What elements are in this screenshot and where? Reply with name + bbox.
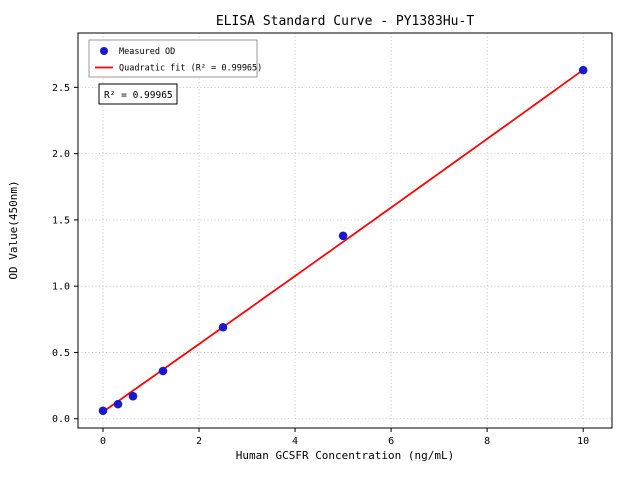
y-tick-label: 2.0 <box>52 149 70 160</box>
axes: 0 2 4 6 8 10 0.0 0.5 1.0 1.5 2.0 2.5 <box>52 32 613 447</box>
x-tick-label: 8 <box>484 436 490 447</box>
y-tick-label: 1.5 <box>52 215 70 226</box>
plot-border <box>77 32 613 429</box>
legend: Measured OD Quadratic fit (R² = 0.99965) <box>88 39 262 78</box>
data-point <box>578 65 588 75</box>
y-tick-label: 2.5 <box>52 83 70 94</box>
data-point <box>158 366 168 376</box>
data-point <box>98 406 108 416</box>
y-axis-label: OD Value(450nm) <box>7 180 20 279</box>
legend-marker-measured-od-icon <box>100 47 108 55</box>
x-axis-label: Human GCSFR Concentration (ng/mL) <box>236 449 455 462</box>
x-tick-label: 2 <box>196 436 202 447</box>
chart-title: ELISA Standard Curve - PY1383Hu-T <box>216 14 474 29</box>
data-point <box>128 391 138 401</box>
y-tick-label: 1.0 <box>52 282 70 293</box>
data-point <box>113 399 123 409</box>
y-tick-label: 0.5 <box>52 348 70 359</box>
data-point <box>338 231 348 241</box>
r-squared-annotation: R² = 0.99965 <box>98 83 178 105</box>
quadratic-fit-line <box>102 69 584 413</box>
data-point <box>218 322 228 332</box>
r-squared-text: R² = 0.99965 <box>104 90 173 101</box>
legend-box <box>88 39 258 78</box>
y-tick-label: 0.0 <box>52 414 70 425</box>
x-tick-label: 6 <box>388 436 394 447</box>
x-tick-label: 10 <box>577 436 589 447</box>
legend-label-measured-od: Measured OD <box>119 47 175 57</box>
x-tick-label: 4 <box>292 436 298 447</box>
gridlines <box>78 33 612 428</box>
x-tick-label: 0 <box>100 436 106 447</box>
series-layer <box>98 65 588 416</box>
annotation-box <box>98 83 178 105</box>
legend-label-quadratic-fit: Quadratic fit (R² = 0.99965) <box>119 64 262 74</box>
